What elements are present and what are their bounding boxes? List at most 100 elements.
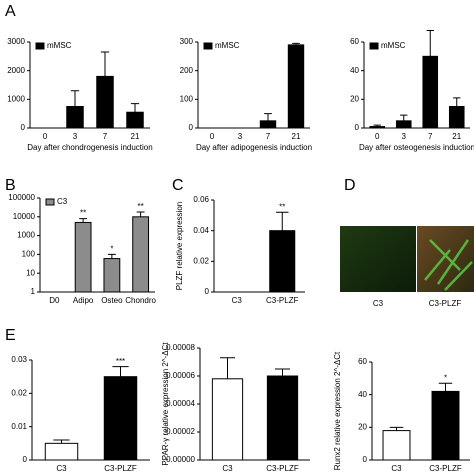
bar	[395, 120, 412, 129]
x-tick-label: 21	[452, 132, 461, 141]
y-tick-label: 0.00006	[166, 371, 195, 380]
significance: **	[80, 209, 86, 218]
image-label: C3-PLZF	[429, 299, 462, 308]
error-bar	[53, 439, 70, 444]
x-tick-label: 0	[210, 132, 215, 141]
y-tick-label: 60	[358, 357, 367, 366]
x-tick-label: 3	[73, 132, 78, 141]
x-tick-label: Chondro	[125, 296, 156, 305]
y-tick-label: 10	[26, 268, 35, 277]
y-tick-label: 100000	[8, 193, 35, 202]
error-bar	[100, 51, 110, 77]
y-tick-label: 0	[23, 455, 28, 464]
panel-letter: E	[5, 327, 16, 344]
error-bar	[275, 211, 289, 231]
legend-label: mMSC	[47, 41, 72, 50]
y-tick-label: 1000	[7, 94, 25, 103]
y-axis-label: Runx2 relative expression 2^-ΔCt	[333, 351, 342, 470]
error-bar	[274, 368, 291, 376]
y-tick-label: 20	[350, 94, 359, 103]
bar	[422, 55, 439, 129]
error-bar	[264, 113, 272, 121]
y-tick-label: 1000	[17, 231, 35, 240]
y-tick-label: 40	[358, 390, 367, 399]
x-tick-label: C3-PLZF	[266, 464, 299, 473]
y-tick-label: 300	[180, 37, 194, 46]
y-tick-label: 0	[189, 123, 194, 132]
significance: ***	[116, 357, 125, 366]
bar	[126, 111, 144, 129]
legend-label: mMSC	[381, 41, 406, 50]
error-bar	[107, 253, 116, 259]
x-axis-label: Day after adipogenesis induction	[196, 143, 312, 152]
x-tick-label: C3	[56, 464, 67, 473]
y-tick-label: 0	[205, 287, 210, 296]
bar	[269, 230, 296, 293]
y-tick-label: 0	[21, 123, 26, 132]
y-tick-label: 0	[355, 123, 360, 132]
bar	[211, 378, 244, 461]
legend-swatch	[35, 42, 45, 50]
cell-streaks	[424, 239, 473, 291]
error-bar	[136, 211, 145, 217]
micrograph-c3	[340, 226, 416, 292]
bar	[66, 106, 84, 129]
bar	[448, 106, 465, 129]
y-tick-label: 0.06	[193, 195, 209, 204]
x-tick-label: 7	[428, 132, 433, 141]
error-bar	[70, 90, 80, 107]
bar	[103, 258, 121, 293]
panel-letter: B	[5, 177, 16, 194]
y-tick-label: 3000	[7, 37, 25, 46]
significance: *	[110, 245, 113, 254]
error-bar	[130, 103, 140, 113]
x-tick-label: C3-PLZF	[104, 464, 137, 473]
significance: *	[444, 373, 447, 382]
error-bar	[426, 30, 434, 57]
x-tick-label: 0	[43, 132, 48, 141]
significance: **	[138, 202, 144, 211]
x-tick-label: C3	[232, 296, 243, 305]
error-bar	[292, 42, 300, 45]
y-tick-label: 20	[358, 422, 367, 431]
y-tick-label: 0.00004	[166, 399, 195, 408]
legend-swatch	[203, 42, 213, 50]
error-bar	[79, 218, 88, 223]
x-axis-label: Day after osteogenesis induction	[359, 143, 474, 152]
bar	[382, 430, 411, 461]
bar	[132, 216, 150, 293]
y-tick-label: 100	[22, 250, 36, 259]
x-tick-label: D0	[49, 296, 60, 305]
error-bar	[453, 97, 461, 107]
y-tick-label: 0.02	[11, 388, 27, 397]
y-tick-label: 200	[180, 66, 194, 75]
y-tick-label: 0.00002	[166, 427, 195, 436]
x-tick-label: 21	[292, 132, 301, 141]
bar	[266, 375, 299, 461]
y-tick-label: 10000	[13, 212, 36, 221]
y-tick-label: 0.04	[193, 226, 209, 235]
image-label: C3	[373, 299, 384, 308]
bar	[431, 390, 460, 461]
panel-letter: C	[172, 177, 184, 194]
x-tick-label: 7	[103, 132, 108, 141]
legend-label: mMSC	[215, 41, 240, 50]
legend-swatch	[369, 42, 379, 50]
x-tick-label: C3-PLZF	[429, 464, 462, 473]
y-tick-label: 60	[350, 37, 359, 46]
bar	[259, 120, 277, 129]
bar	[74, 221, 92, 293]
y-tick-label: 1	[31, 287, 36, 296]
x-tick-label: 3	[238, 132, 243, 141]
bar	[287, 44, 305, 129]
x-tick-label: 7	[266, 132, 271, 141]
y-tick-label: 0.01	[11, 422, 27, 431]
y-tick-label: 40	[350, 66, 359, 75]
y-tick-label: 0.03	[11, 355, 27, 364]
y-tick-label: 0	[363, 455, 368, 464]
x-axis-label: Day after chondrogenesis induction	[27, 143, 152, 152]
legend-swatch	[45, 198, 55, 206]
y-tick-label: 100	[180, 94, 194, 103]
y-axis-label: PLZF relative expression	[175, 202, 184, 290]
